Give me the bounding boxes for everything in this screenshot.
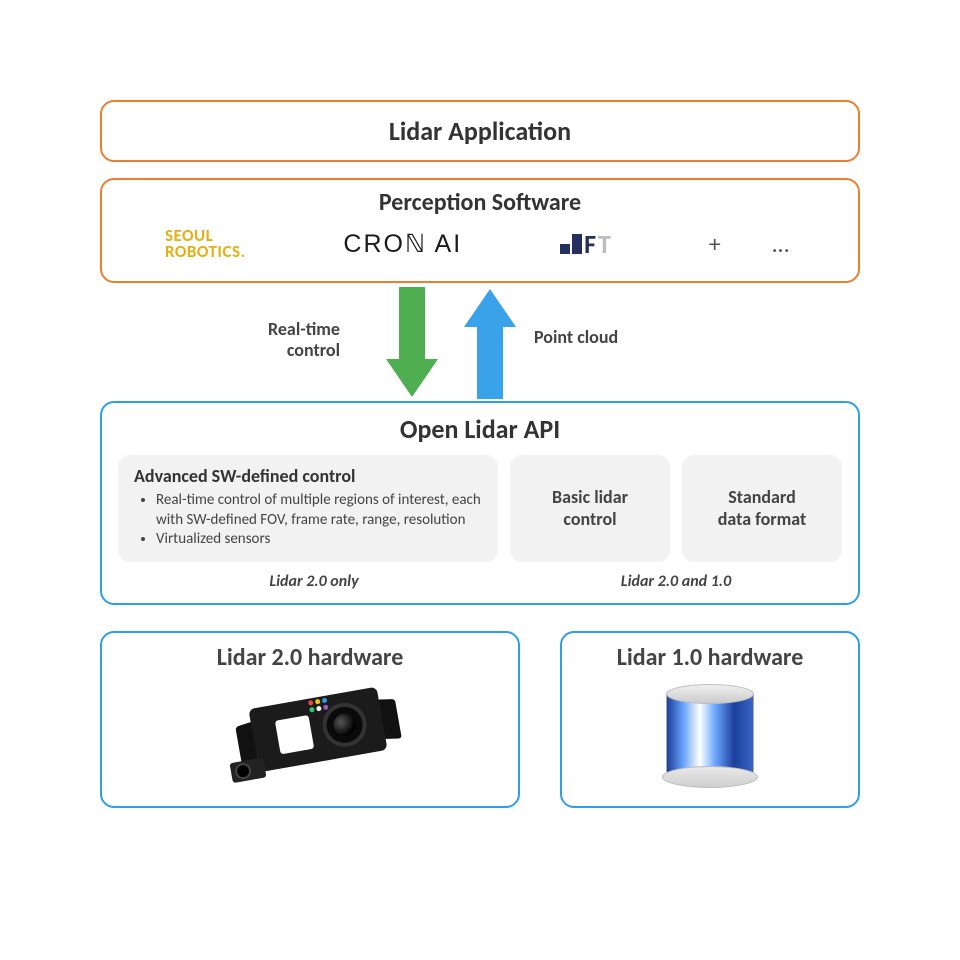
api-features-row: Advanced SW-defined control Real-time co…: [118, 455, 842, 562]
down-arrow-label: Real-time control: [268, 319, 340, 360]
logo-ft: F T: [560, 234, 611, 255]
open-lidar-api-box: Open Lidar API Advanced SW-defined contr…: [100, 401, 860, 605]
api-notes-row: Lidar 2.0 only Lidar 2.0 and 1.0: [118, 572, 842, 597]
api-note-right: Lidar 2.0 and 1.0: [510, 572, 842, 591]
logo-seoul-line2: ROBOTICS.: [165, 244, 246, 260]
arrow-down-icon: [382, 287, 442, 399]
ft-block-2: [572, 234, 582, 254]
api-note-left: Lidar 2.0 only: [118, 572, 510, 591]
basic-control-line1: Basic lidar: [552, 486, 628, 509]
advanced-control-card: Advanced SW-defined control Real-time co…: [118, 455, 498, 562]
diagram-canvas: Lidar Application Perception Software SE…: [100, 100, 860, 808]
plus-icon: +: [709, 230, 727, 259]
lidar-20-device-icon: [214, 678, 406, 794]
standard-format-card: Standard data format: [682, 455, 842, 562]
logo-plus-more: + …: [709, 230, 795, 259]
logo-seoul-robotics: SEOUL ROBOTICS.: [165, 228, 246, 260]
lidar-20-device-area: [120, 680, 500, 792]
ft-block-1: [560, 244, 570, 254]
ft-letter-t: T: [598, 234, 611, 255]
hardware-row: Lidar 2.0 hardware Lidar 1.0 hardware: [100, 631, 860, 808]
arrows-region: Real-time control Point cloud: [100, 283, 860, 401]
perception-title: Perception Software: [116, 188, 844, 217]
advanced-bullet-1: Virtualized sensors: [156, 530, 482, 550]
lidar-application-title: Lidar Application: [389, 115, 571, 147]
basic-control-line2: control: [563, 508, 616, 531]
down-arrow-label-wrap: Real-time control: [268, 319, 340, 360]
basic-control-card: Basic lidar control: [510, 455, 670, 562]
api-title: Open Lidar API: [118, 413, 842, 445]
ellipsis-icon: …: [772, 230, 795, 259]
lidar-10-title: Lidar 1.0 hardware: [580, 643, 840, 672]
perception-software-box: Perception Software SEOUL ROBOTICS. CROℕ…: [100, 178, 860, 283]
ft-letter-f: F: [584, 234, 596, 255]
lidar-10-device-area: [580, 680, 840, 792]
lidar-10-hardware-box: Lidar 1.0 hardware: [560, 631, 860, 808]
advanced-bullet-0: Real-time control of multiple regions of…: [156, 491, 482, 530]
lidar-application-box: Lidar Application: [100, 100, 860, 162]
lidar-20-hardware-box: Lidar 2.0 hardware: [100, 631, 520, 808]
standard-format-line2: data format: [718, 508, 807, 531]
lidar-10-device-icon: [662, 684, 758, 788]
down-arrow-label-line1: Real-time: [268, 319, 340, 340]
down-arrow-label-line2: control: [268, 340, 340, 361]
advanced-control-title: Advanced SW-defined control: [134, 465, 482, 487]
standard-format-line1: Standard: [728, 486, 796, 509]
up-arrow-label-wrap: Point cloud: [534, 327, 618, 348]
logo-cron-ai: CROℕ AI: [343, 229, 462, 259]
perception-logos-row: SEOUL ROBOTICS. CROℕ AI F T + …: [116, 221, 844, 267]
advanced-control-list: Real-time control of multiple regions of…: [134, 491, 482, 550]
up-arrow-label: Point cloud: [534, 327, 618, 348]
lidar-20-title: Lidar 2.0 hardware: [120, 643, 500, 672]
arrow-up-icon: [460, 287, 520, 399]
